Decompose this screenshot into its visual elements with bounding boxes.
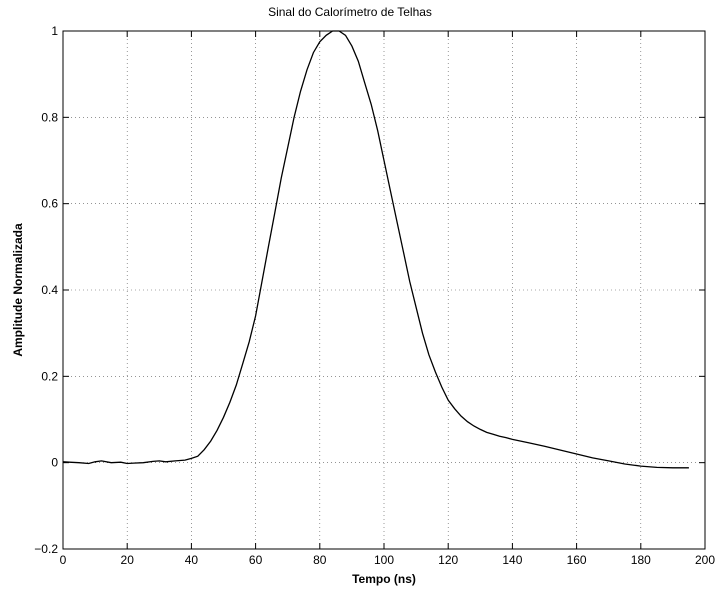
x-tick-label: 20 [121,553,135,567]
chart-title: Sinal do Calorímetro de Telhas [268,5,432,19]
x-tick-label: 160 [567,553,587,567]
x-tick-label: 120 [438,553,458,567]
y-axis-label: Amplitude Normalizada [11,223,25,357]
x-tick-label: 80 [313,553,327,567]
y-ticks: −0.2 0 0.2 0.4 0.6 0.8 1 [34,24,705,556]
y-tick-label: 0.4 [41,283,58,297]
x-tick-label: 200 [695,553,715,567]
y-tick-label: 0.8 [41,110,58,124]
y-tick-label: 0 [51,456,58,470]
y-tick-label: 1 [51,24,58,38]
x-tick-label: 180 [631,553,651,567]
x-tick-label: 100 [374,553,394,567]
x-ticks: 0 20 40 60 80 100 120 140 160 180 200 [60,31,715,567]
x-tick-label: 40 [185,553,199,567]
y-tick-label: 0.2 [41,369,58,383]
x-tick-label: 0 [60,553,67,567]
y-tick-label: −0.2 [34,542,58,556]
x-axis-label: Tempo (ns) [352,572,416,586]
x-tick-label: 140 [502,553,522,567]
y-tick-label: 0.6 [41,197,58,211]
x-tick-label: 60 [249,553,263,567]
